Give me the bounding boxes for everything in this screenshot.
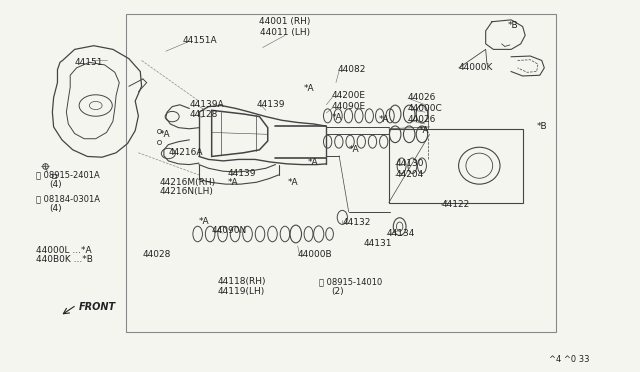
Text: *A: *A	[159, 130, 170, 139]
Text: *A: *A	[307, 157, 318, 167]
Text: 44139: 44139	[256, 100, 285, 109]
Text: 44001 (RH): 44001 (RH)	[259, 17, 310, 26]
Text: 44118(RH): 44118(RH)	[218, 278, 266, 286]
Text: 44139A: 44139A	[189, 100, 224, 109]
Text: 44216A: 44216A	[168, 148, 203, 157]
Text: 440B0K ...*B: 440B0K ...*B	[36, 255, 93, 264]
Text: 44130: 44130	[395, 159, 424, 169]
Bar	[389, 129, 523, 203]
Text: 44139: 44139	[228, 169, 256, 177]
Text: 44026: 44026	[408, 93, 436, 102]
Text: (2): (2)	[332, 287, 344, 296]
Text: 44090N: 44090N	[212, 226, 247, 235]
Text: Ⓥ 08915-14010: Ⓥ 08915-14010	[319, 278, 382, 286]
Text: 44011 (LH): 44011 (LH)	[260, 28, 310, 37]
Text: 44026: 44026	[408, 115, 436, 124]
Text: *A: *A	[288, 178, 299, 187]
Text: 44216M(RH): 44216M(RH)	[159, 178, 216, 187]
Text: 44216N(LH): 44216N(LH)	[159, 187, 213, 196]
Text: *A: *A	[419, 126, 429, 135]
Text: 44128: 44128	[189, 109, 218, 119]
Text: (4): (4)	[49, 180, 62, 189]
Text: *A: *A	[349, 145, 359, 154]
Text: 44200E: 44200E	[332, 91, 365, 100]
Text: (4): (4)	[49, 203, 62, 213]
Text: 44119(LH): 44119(LH)	[218, 287, 266, 296]
Text: 44132: 44132	[342, 218, 371, 227]
Text: 44122: 44122	[441, 200, 469, 209]
Text: 44131: 44131	[364, 239, 392, 248]
Text: 44134: 44134	[387, 230, 415, 238]
Text: 44204: 44204	[395, 170, 424, 179]
Text: *A: *A	[332, 113, 342, 122]
Text: 44000K: 44000K	[459, 63, 493, 72]
Text: 44000C: 44000C	[408, 104, 443, 113]
Text: 44090E: 44090E	[332, 102, 365, 111]
Text: *A: *A	[199, 217, 209, 225]
Text: 44151: 44151	[75, 58, 103, 67]
Text: ^4 ^0 33: ^4 ^0 33	[549, 355, 590, 364]
Text: *B: *B	[508, 21, 518, 30]
Text: 44151A: 44151A	[183, 36, 218, 45]
Text: 44000B: 44000B	[298, 250, 332, 259]
Text: 44028: 44028	[143, 250, 172, 259]
Text: 44082: 44082	[338, 65, 366, 74]
Text: *A: *A	[379, 115, 389, 124]
Text: *A: *A	[304, 84, 315, 93]
Text: *B: *B	[537, 122, 547, 131]
Text: FRONT: FRONT	[79, 302, 116, 312]
Text: Ⓥ 08915-2401A: Ⓥ 08915-2401A	[36, 170, 100, 179]
Text: Ⓑ 08184-0301A: Ⓑ 08184-0301A	[36, 195, 100, 203]
Text: 44000L ...*A: 44000L ...*A	[36, 246, 92, 255]
Text: *A: *A	[228, 178, 238, 187]
